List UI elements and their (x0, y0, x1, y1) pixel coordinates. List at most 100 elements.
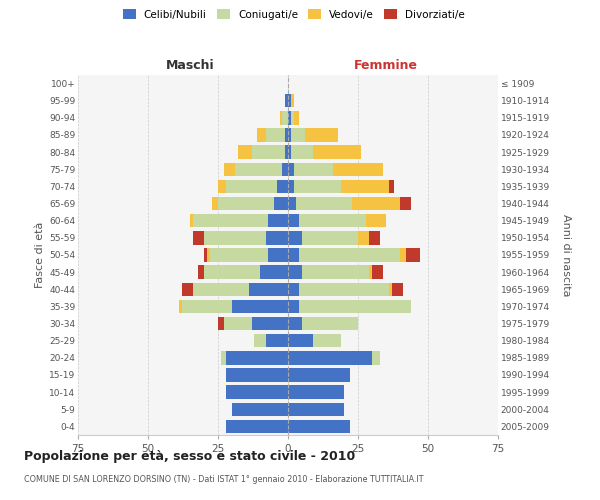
Bar (288, 334, 313, 347)
Bar (406, 248, 419, 262)
Bar (280, 111, 283, 124)
Bar (288, 162, 293, 176)
Bar (283, 111, 288, 124)
Bar (389, 282, 392, 296)
Bar (291, 94, 293, 108)
Bar (313, 146, 361, 159)
Bar (218, 197, 274, 210)
Bar (274, 197, 288, 210)
Bar (389, 180, 394, 193)
Bar (291, 146, 313, 159)
Bar (193, 231, 204, 244)
Bar (288, 128, 291, 141)
Bar (277, 180, 288, 193)
Bar (285, 128, 288, 141)
Bar (288, 402, 344, 416)
Bar (193, 282, 249, 296)
Bar (238, 146, 251, 159)
Bar (352, 197, 400, 210)
Bar (305, 128, 338, 141)
Bar (400, 197, 411, 210)
Bar (293, 162, 333, 176)
Bar (266, 334, 288, 347)
Bar (226, 180, 277, 193)
Bar (288, 266, 302, 279)
Bar (293, 111, 299, 124)
Bar (209, 248, 268, 262)
Bar (299, 282, 389, 296)
Text: Maschi: Maschi (166, 58, 214, 71)
Bar (285, 94, 288, 108)
Bar (226, 351, 288, 364)
Bar (221, 351, 226, 364)
Bar (288, 368, 350, 382)
Bar (218, 317, 224, 330)
Bar (288, 94, 291, 108)
Bar (224, 317, 251, 330)
Bar (288, 300, 299, 313)
Bar (288, 317, 302, 330)
Bar (369, 266, 372, 279)
Bar (288, 351, 372, 364)
Bar (199, 266, 204, 279)
Bar (293, 180, 341, 193)
Bar (268, 214, 288, 228)
Bar (268, 248, 288, 262)
Bar (288, 111, 291, 124)
Text: Femmine: Femmine (354, 58, 418, 71)
Bar (288, 231, 302, 244)
Bar (299, 248, 400, 262)
Text: COMUNE DI SAN LORENZO DORSINO (TN) - Dati ISTAT 1° gennaio 2010 - Elaborazione T: COMUNE DI SAN LORENZO DORSINO (TN) - Dat… (24, 475, 424, 484)
Bar (179, 300, 182, 313)
Bar (341, 180, 389, 193)
Legend: Celibi/Nubili, Coniugati/e, Vedovi/e, Divorziati/e: Celibi/Nubili, Coniugati/e, Vedovi/e, Di… (119, 5, 469, 24)
Bar (249, 282, 288, 296)
Bar (302, 266, 369, 279)
Bar (235, 162, 283, 176)
Bar (288, 420, 350, 433)
Bar (232, 402, 288, 416)
Bar (296, 197, 352, 210)
Bar (266, 128, 285, 141)
Text: Popolazione per età, sesso e stato civile - 2010: Popolazione per età, sesso e stato civil… (24, 450, 355, 463)
Bar (302, 317, 358, 330)
Bar (400, 248, 406, 262)
Bar (392, 282, 403, 296)
Bar (285, 146, 288, 159)
Bar (372, 266, 383, 279)
Y-axis label: Fasce di età: Fasce di età (35, 222, 45, 288)
Bar (182, 300, 232, 313)
Y-axis label: Anni di nascita: Anni di nascita (561, 214, 571, 296)
Bar (226, 368, 288, 382)
Bar (288, 180, 293, 193)
Bar (212, 197, 218, 210)
Bar (218, 180, 226, 193)
Bar (266, 231, 288, 244)
Bar (358, 231, 369, 244)
Bar (288, 214, 299, 228)
Bar (299, 214, 367, 228)
Bar (367, 214, 386, 228)
Bar (182, 282, 193, 296)
Bar (288, 248, 299, 262)
Bar (291, 128, 305, 141)
Bar (232, 300, 288, 313)
Bar (291, 111, 293, 124)
Bar (204, 266, 260, 279)
Bar (204, 248, 207, 262)
Bar (313, 334, 341, 347)
Bar (224, 162, 235, 176)
Bar (260, 266, 288, 279)
Bar (372, 351, 380, 364)
Bar (254, 334, 266, 347)
Bar (190, 214, 193, 228)
Bar (283, 162, 288, 176)
Bar (226, 420, 288, 433)
Bar (204, 231, 266, 244)
Bar (333, 162, 383, 176)
Bar (207, 248, 209, 262)
Bar (302, 231, 358, 244)
Bar (251, 317, 288, 330)
Bar (288, 386, 344, 399)
Bar (193, 214, 268, 228)
